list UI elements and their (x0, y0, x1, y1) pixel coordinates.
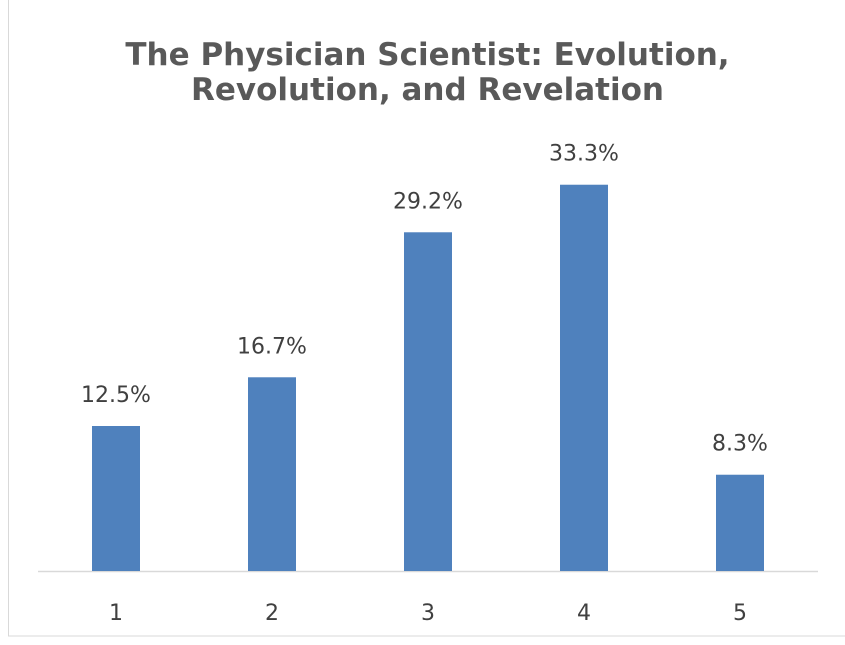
chart-title: The Physician Scientist: Evolution, Revo… (125, 37, 730, 108)
data-label: 8.3% (712, 432, 768, 457)
bar (248, 377, 296, 571)
x-tick-label: 4 (577, 601, 591, 626)
bar (716, 474, 764, 571)
data-label: 33.3% (549, 142, 619, 167)
bar (560, 184, 608, 571)
data-label: 12.5% (81, 383, 151, 408)
data-label: 29.2% (393, 189, 463, 214)
bar (404, 232, 452, 571)
x-tick-label: 2 (265, 601, 279, 626)
chart-border (8, 0, 845, 637)
x-tick-label: 5 (733, 601, 747, 626)
x-tick-label: 3 (421, 601, 435, 626)
x-tick-label: 1 (109, 601, 123, 626)
data-label: 16.7% (237, 334, 307, 359)
bar (92, 426, 140, 571)
